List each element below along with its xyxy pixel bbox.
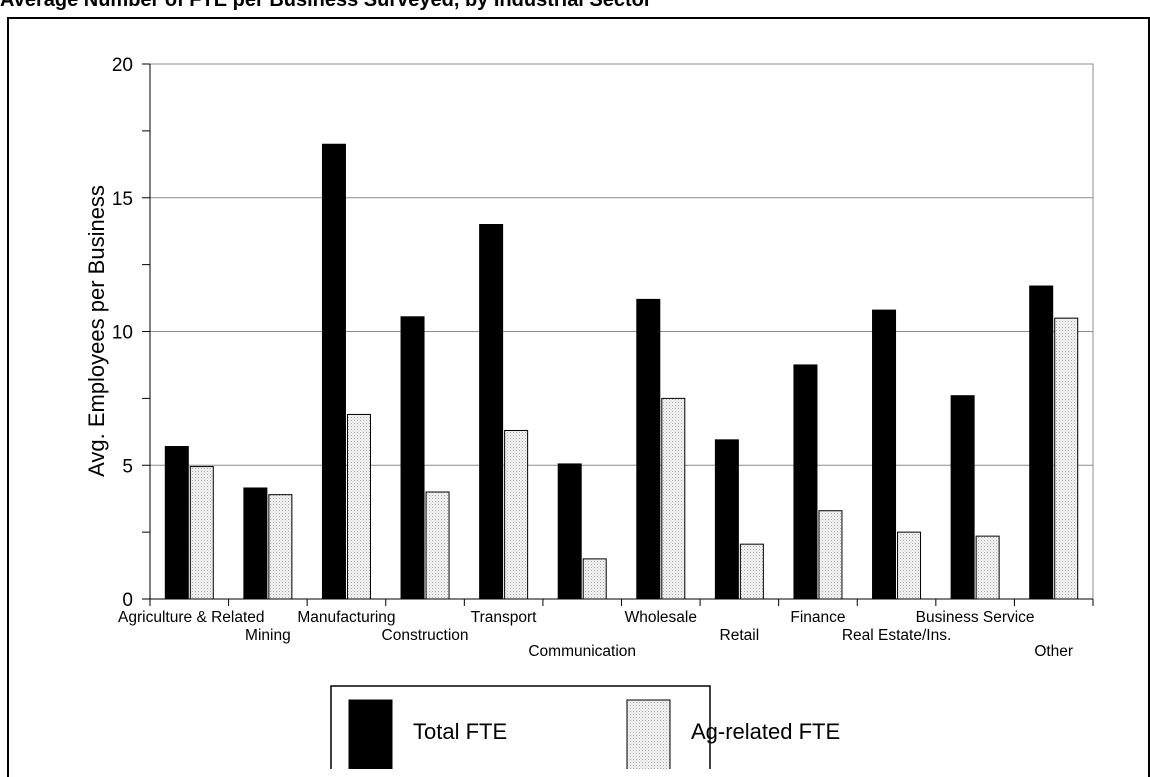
- bar-ag-related-fte: [818, 510, 843, 600]
- bar-group-retail: [714, 439, 764, 600]
- bar-group-agriculture-related: [164, 446, 214, 600]
- x-tick-label: Real Estate/Ins.: [842, 627, 951, 644]
- bar-ag-related-fte: [268, 494, 293, 600]
- x-tick-label: Manufacturing: [297, 609, 395, 626]
- bar-ag-related-fte: [504, 429, 529, 600]
- bar-group-transport: [479, 224, 529, 600]
- bar-group-manufacturing: [321, 143, 371, 600]
- plot-border: [150, 63, 1094, 599]
- axes: [142, 63, 1094, 606]
- bar-group-mining: [243, 487, 293, 600]
- y-tick-labels: 0 5 10 15 20: [112, 55, 133, 611]
- legend-label-total-fte: Total FTE: [413, 719, 507, 744]
- chart-frame: [7, 17, 1150, 777]
- x-tick-label: Construction: [382, 627, 469, 644]
- x-tick-label: Retail: [720, 627, 760, 644]
- x-tick-label: Other: [1034, 643, 1073, 660]
- bar-ag-related-fte: [346, 413, 371, 600]
- bar-group-business-service: [950, 395, 1000, 600]
- bar-total-fte: [950, 395, 975, 600]
- bar-total-fte: [872, 309, 897, 600]
- legend: Total FTE Ag-related FTE: [330, 685, 840, 769]
- bar-total-fte: [243, 487, 268, 600]
- y-tick-label: 10: [112, 323, 133, 344]
- bar-group-other: [1029, 285, 1079, 600]
- bar-ag-related-fte: [975, 535, 1000, 600]
- x-tick-label: Business Service: [916, 609, 1035, 626]
- x-tick-label: Agriculture & Related: [118, 609, 264, 626]
- bar-total-fte: [164, 446, 189, 600]
- bar-ag-related-fte: [739, 543, 764, 600]
- bar-total-fte: [793, 364, 818, 600]
- bar-ag-related-fte: [582, 558, 607, 600]
- x-tick-label: Communication: [528, 643, 636, 660]
- bar-total-fte: [1029, 285, 1054, 600]
- legend-label-ag-related-fte: Ag-related FTE: [691, 719, 840, 744]
- y-tick-label: 15: [112, 189, 133, 210]
- bar-group-wholesale: [636, 298, 686, 600]
- x-tick-label: Wholesale: [625, 609, 697, 626]
- y-tick-label: 5: [122, 456, 133, 477]
- bar-group-real-estate-ins: [872, 309, 922, 600]
- bar-group-communication: [557, 463, 607, 600]
- bar-total-fte: [557, 463, 582, 600]
- legend-swatch-total-fte: [348, 699, 393, 769]
- bar-ag-related-fte: [189, 466, 214, 600]
- bar-group-construction: [400, 316, 450, 600]
- y-axis-label: Avg. Employees per Business: [84, 185, 109, 477]
- y-tick-label: 20: [112, 55, 133, 76]
- bar-ag-related-fte: [425, 491, 450, 600]
- bar-total-fte: [714, 439, 739, 600]
- bar-ag-related-fte: [1054, 317, 1079, 600]
- bar-total-fte: [321, 143, 346, 600]
- legend-swatch-ag-related-fte: [626, 699, 671, 769]
- bar-ag-related-fte: [661, 397, 686, 600]
- bar-group-finance: [793, 364, 843, 600]
- y-tick-label: 0: [122, 590, 133, 611]
- bar-ag-related-fte: [897, 531, 922, 600]
- x-tick-label: Transport: [471, 609, 537, 626]
- x-tick-label: Finance: [790, 609, 845, 626]
- bars: [164, 143, 1079, 600]
- bar-total-fte: [400, 316, 425, 600]
- chart-title: Average Number of FTE per Business Surve…: [0, 0, 652, 11]
- bar-total-fte: [479, 224, 504, 600]
- x-tick-label: Mining: [245, 627, 291, 644]
- bar-total-fte: [636, 298, 661, 600]
